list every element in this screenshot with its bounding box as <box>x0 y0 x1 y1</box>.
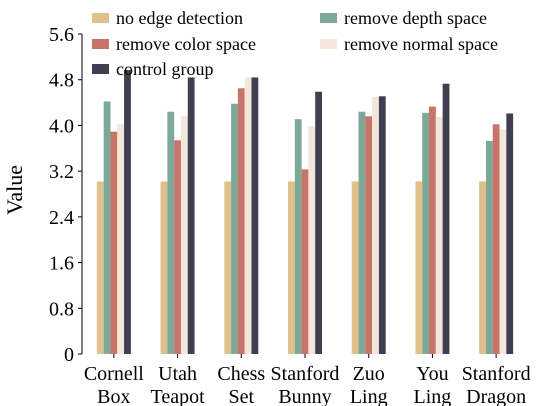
bar-control-group-4 <box>378 96 386 354</box>
x-tick-label-line: Stanford <box>462 363 531 385</box>
x-tick-label-5: You Ling <box>414 363 452 406</box>
bar-remove-depth-space-1 <box>167 111 175 355</box>
bar-no-edge-detection-3 <box>288 181 295 354</box>
legend-swatch-remove-depth-space <box>320 13 337 23</box>
legend-swatch-control-group <box>92 64 109 74</box>
bars-layer <box>96 70 514 355</box>
y-tick-label-1: 0.8 <box>49 298 74 320</box>
bar-remove-depth-space-0 <box>103 101 111 355</box>
x-tick-label-line: Ling <box>350 386 388 406</box>
x-tick-label-line: Box <box>97 386 130 406</box>
x-tick-label-1: Utah Teapot <box>151 363 206 406</box>
bar-control-group-3 <box>315 91 322 355</box>
bar-remove-color-space-5 <box>429 106 436 354</box>
legend-label-remove-normal-space: remove normal space <box>344 34 498 54</box>
x-tick-label-2: Chess Set <box>217 363 265 406</box>
bar-remove-normal-space-1 <box>180 116 188 354</box>
x-tick-label-line: Cornell <box>84 363 144 385</box>
legend-swatch-remove-normal-space <box>320 39 337 49</box>
legend-label-remove-depth-space: remove depth space <box>344 8 487 28</box>
legend-label-remove-color-space: remove color space <box>116 34 256 54</box>
bar-remove-depth-space-6 <box>485 140 493 354</box>
x-tick-label-line: You <box>416 363 448 385</box>
legend-swatch-remove-color-space <box>92 39 109 49</box>
y-tick-label-7: 5.6 <box>49 24 74 46</box>
x-tick-label-line: Chess <box>217 363 265 385</box>
x-tick-label-line: Bunny <box>278 386 331 406</box>
bar-no-edge-detection-6 <box>479 181 486 354</box>
x-tick-label-line: Zuo <box>353 363 385 385</box>
bar-remove-normal-space-4 <box>372 96 379 355</box>
bar-remove-color-space-1 <box>174 140 181 354</box>
bar-remove-color-space-2 <box>237 88 245 354</box>
bar-no-edge-detection-1 <box>160 181 168 354</box>
bar-control-group-2 <box>251 77 259 355</box>
legend-swatch-no-edge-detection <box>92 13 109 23</box>
x-tick-label-line: Ling <box>414 386 452 406</box>
y-tick-label-0: 0 <box>64 344 74 366</box>
bar-remove-depth-space-5 <box>422 112 430 354</box>
x-tick-label-6: Stanford Dragon <box>462 363 531 406</box>
x-tick-label-0: Cornell Box <box>84 363 144 406</box>
bar-remove-color-space-0 <box>110 131 118 354</box>
x-tick-label-line: Utah <box>158 363 197 385</box>
bar-control-group-0 <box>124 70 131 354</box>
bar-control-group-6 <box>506 113 514 355</box>
x-tick-label-line: Stanford <box>271 363 340 385</box>
legend: no edge detection remove depth space remov… <box>92 8 498 79</box>
y-tick-label-5: 4.0 <box>49 115 74 137</box>
bar-remove-depth-space-3 <box>294 119 302 354</box>
bar-remove-depth-space-4 <box>358 111 366 355</box>
legend-label-no-edge-detection: no edge detection <box>116 8 243 28</box>
bar-remove-color-space-4 <box>365 116 373 354</box>
x-tick-label-line: Teapot <box>151 386 206 406</box>
bar-no-edge-detection-0 <box>96 181 104 354</box>
y-tick-label-6: 4.8 <box>49 70 74 92</box>
bar-remove-color-space-3 <box>301 169 309 354</box>
bar-control-group-5 <box>442 83 450 355</box>
y-axis-label: Value <box>2 165 27 215</box>
bar-no-edge-detection-4 <box>351 181 359 354</box>
bar-remove-normal-space-6 <box>499 129 507 354</box>
bar-no-edge-detection-5 <box>415 181 423 354</box>
y-tick-label-2: 1.6 <box>49 253 74 275</box>
bar-remove-normal-space-3 <box>308 126 316 354</box>
bar-remove-depth-space-2 <box>231 103 238 355</box>
y-tick-label-4: 3.2 <box>49 161 74 183</box>
x-tick-label-line: Set <box>229 386 255 406</box>
bar-remove-normal-space-5 <box>435 116 443 354</box>
x-tick-label-4: Zuo Ling <box>350 363 388 406</box>
bar-remove-color-space-6 <box>492 124 500 354</box>
bar-control-group-1 <box>187 77 195 355</box>
bar-no-edge-detection-2 <box>224 181 232 354</box>
x-tick-label-line: Dragon <box>466 386 526 406</box>
x-tick-label-3: Stanford Bunny <box>271 363 340 406</box>
bar-remove-normal-space-2 <box>244 77 252 355</box>
legend-label-control-group: control group <box>116 59 213 79</box>
y-tick-label-3: 2.4 <box>49 207 74 229</box>
bar-remove-normal-space-0 <box>117 124 125 354</box>
